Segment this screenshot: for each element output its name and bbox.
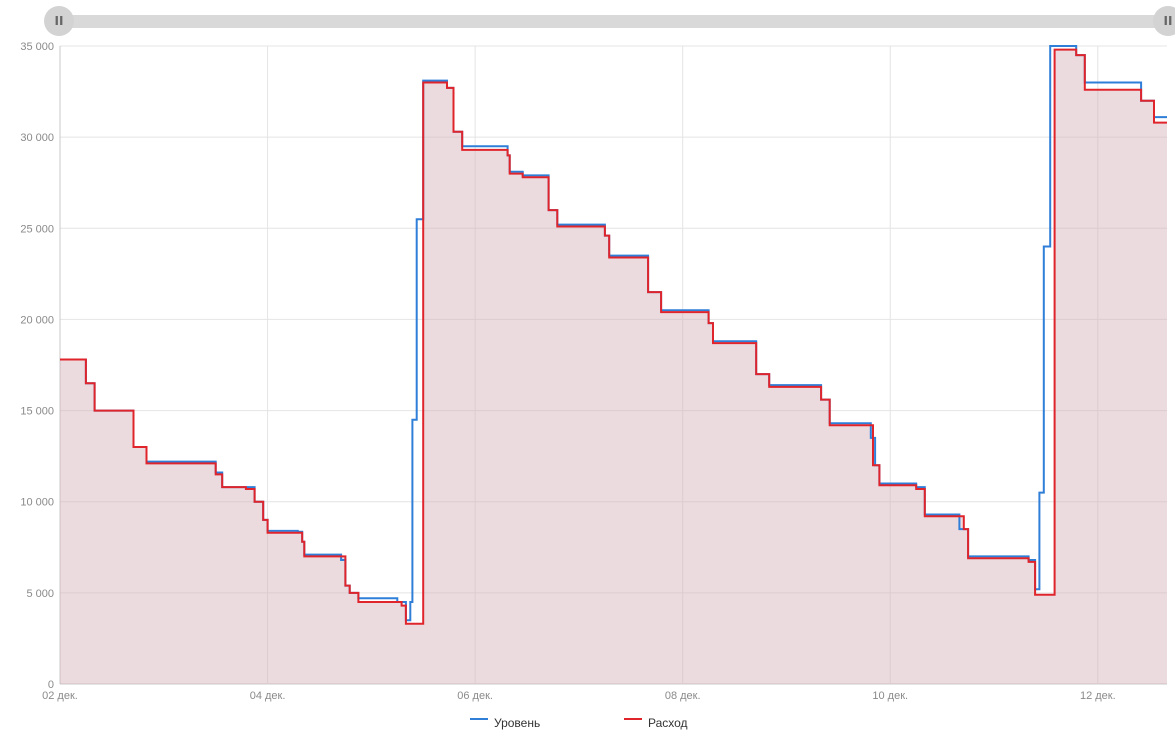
area-layer: [60, 49, 1167, 685]
series-line-level: [60, 45, 1167, 622]
series-layer: [60, 45, 1167, 625]
grip-icon: II: [1163, 14, 1173, 28]
grid: [59, 45, 1167, 685]
legend-label-consumption: Расход: [648, 716, 688, 730]
chart-plot: 0 5 000 10 000 15 000 20 000 25 000 30 000 35 0…: [20, 41, 1167, 702]
legend: Уровень Расход: [0, 712, 1175, 732]
zoom-navigator[interactable]: II II: [0, 0, 1175, 44]
x-tick-label: 02 дек.: [42, 690, 78, 702]
y-tick-label: 30 000: [20, 132, 54, 144]
legend-swatch-level: [470, 718, 488, 728]
y-axis-ticks: 0 5 000 10 000 15 000 20 000 25 000 30 000 35 0…: [20, 41, 54, 691]
y-tick-label: 10 000: [20, 497, 54, 509]
x-axis-ticks: 02 дек. 04 дек. 06 дек. 08 дек. 10 дек. 12 де…: [42, 690, 1116, 702]
grip-icon: II: [54, 14, 64, 28]
x-tick-label: 08 дек.: [665, 690, 701, 702]
zoom-navigator-track[interactable]: [58, 15, 1161, 28]
x-tick-label: 06 дек.: [457, 690, 493, 702]
legend-swatch-consumption: [624, 718, 642, 728]
y-tick-label: 25 000: [20, 223, 54, 235]
y-tick-label: 20 000: [20, 314, 54, 326]
y-tick-label: 0: [48, 679, 54, 691]
series-area-consumption: [60, 49, 1167, 685]
zoom-handle-right[interactable]: II: [1153, 6, 1175, 36]
x-tick-label: 04 дек.: [250, 690, 286, 702]
zoom-handle-left[interactable]: II: [44, 6, 74, 36]
y-tick-label: 5 000: [26, 588, 54, 600]
series-line-consumption: [60, 48, 1167, 625]
legend-item-consumption[interactable]: Расход: [624, 716, 688, 730]
y-tick-label: 35 000: [20, 41, 54, 53]
legend-label-level: Уровень: [494, 716, 541, 730]
x-tick-label: 12 дек.: [1080, 690, 1116, 702]
legend-item-level[interactable]: Уровень: [470, 716, 540, 730]
y-tick-label: 15 000: [20, 406, 54, 418]
x-tick-label: 10 дек.: [872, 690, 908, 702]
